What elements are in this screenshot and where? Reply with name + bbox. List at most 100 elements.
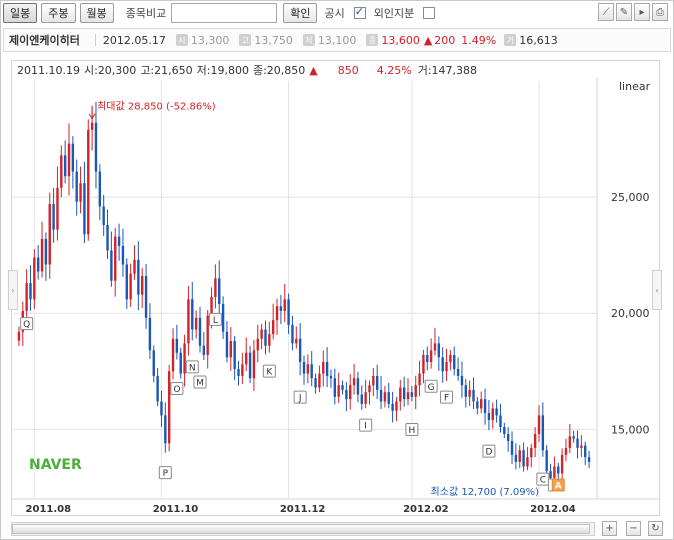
candle <box>156 367 159 406</box>
disclosure-marker-q[interactable]: Q <box>20 317 34 331</box>
candle <box>175 324 179 360</box>
ohlc-readout: 2011.10.19 시: 20,300 고: 21,650 저: 19,800 종:… <box>11 63 597 78</box>
candle <box>499 403 502 433</box>
disclosure-marker-n[interactable]: N <box>185 360 199 374</box>
candle-body <box>375 375 379 390</box>
candle <box>44 232 48 281</box>
ohlc-change: 850 <box>337 63 359 77</box>
disclosure-marker-d[interactable]: D <box>482 444 496 458</box>
candle <box>117 223 121 261</box>
zoom-in-icon[interactable]: + <box>602 521 617 536</box>
candle <box>437 336 441 371</box>
marker-box <box>158 466 172 480</box>
foreign-ownership-checkbox[interactable] <box>423 7 436 19</box>
disclosure-marker-h[interactable]: H <box>405 422 419 436</box>
ohlc-open: 20,300 <box>97 63 137 77</box>
candle-body <box>325 361 329 376</box>
compare-input[interactable] <box>171 3 278 23</box>
candle-body <box>36 257 40 272</box>
candle-body <box>449 355 452 362</box>
disclosure-marker-o[interactable]: O <box>170 381 184 395</box>
disclosure-marker-a[interactable]: A <box>551 478 565 492</box>
candle-body <box>414 385 417 397</box>
disclosure-marker-k[interactable]: K <box>262 364 276 378</box>
candle-body <box>480 399 483 409</box>
candle-body <box>179 352 182 374</box>
print-icon[interactable]: ⎙ <box>652 3 668 21</box>
candle-body <box>368 385 371 393</box>
ohlc-volume-label: 거: <box>417 64 432 77</box>
candle <box>17 326 21 346</box>
disclosure-marker-f[interactable]: F <box>440 390 454 404</box>
chart-scrollbar[interactable] <box>11 522 595 536</box>
y-tick-label: 20,000 <box>611 307 650 320</box>
pointer-tool-icon[interactable]: ▸ <box>634 3 650 21</box>
chart-area[interactable] <box>11 60 660 516</box>
candle-body <box>171 338 175 372</box>
low-badge: 저 <box>302 34 315 46</box>
scrollbar-thumb[interactable] <box>12 524 590 534</box>
disclosure-marker-g[interactable]: G <box>424 379 438 393</box>
candle <box>83 161 86 243</box>
disclosure-marker-l[interactable]: L <box>208 312 222 326</box>
candle <box>110 231 113 287</box>
disclosure-marker-p[interactable]: P <box>158 466 172 480</box>
candle <box>526 446 529 471</box>
week-candle-button[interactable]: 주봉 <box>41 3 76 23</box>
ohlc-low-label: 저: <box>196 64 211 77</box>
disclosure-checkbox[interactable] <box>353 5 366 19</box>
close-price: 13,600 <box>381 33 420 47</box>
chart-axes: 15,000 20,000 25,000 2011.08 2011.10 2011.12 2… <box>11 77 660 515</box>
candle-body <box>245 352 248 365</box>
candle <box>260 324 263 350</box>
candle-body <box>468 389 471 397</box>
candle-body <box>225 331 229 358</box>
marker-box <box>262 364 276 378</box>
marker-box <box>170 381 184 395</box>
ohlc-volume: 147,388 <box>431 63 478 77</box>
candle-body <box>557 466 560 474</box>
day-candle-button[interactable]: 일봉 <box>3 3 38 23</box>
candle <box>48 192 51 279</box>
candle-body <box>445 361 448 372</box>
candle-body <box>564 447 568 455</box>
candle-body <box>526 457 529 467</box>
candle-body <box>187 299 190 344</box>
zoom-out-icon[interactable]: − <box>626 521 641 536</box>
candle <box>256 324 259 363</box>
confirm-button[interactable]: 확인 <box>283 3 318 23</box>
candle-body <box>237 368 240 376</box>
disclosure-marker-j[interactable]: J <box>293 390 307 404</box>
candle-body <box>75 171 78 202</box>
candle-body <box>487 413 491 421</box>
candle <box>36 245 40 280</box>
close-badge: 종 <box>366 34 379 46</box>
month-candle-button[interactable]: 월봉 <box>79 3 114 23</box>
candle-body <box>298 338 302 362</box>
candle <box>67 123 71 196</box>
disclosure-marker-m[interactable]: M <box>193 375 207 389</box>
candle-body <box>125 264 128 300</box>
candle <box>414 375 417 410</box>
candle <box>318 365 321 393</box>
left-panel-toggle-icon[interactable]: › <box>8 270 18 310</box>
draw-tool-icon[interactable]: ✎ <box>616 3 632 21</box>
change-up-icon: ▲ <box>423 33 433 47</box>
candle-body <box>79 183 82 202</box>
candle <box>356 371 360 403</box>
candlestick-chart[interactable]: QPONMLKJIHGFDCBA 15,00020,00025,0002011.… <box>11 77 660 516</box>
marker-box <box>208 312 222 326</box>
refresh-icon[interactable]: ↻ <box>648 521 663 536</box>
candle-body <box>587 457 591 462</box>
candle-body <box>337 385 340 397</box>
ohlc-open-label: 시: <box>83 64 98 77</box>
disclosure-marker-c[interactable]: C <box>536 472 550 486</box>
toolbar: 일봉 주봉 월봉 종목비교 확인 공시 외인지분 ⟋ ✎ ▸ ⎙ <box>0 0 672 26</box>
right-panel-toggle-icon[interactable]: ‹ <box>652 270 662 310</box>
candle-body <box>318 373 321 388</box>
trendline-tool-icon[interactable]: ⟋ <box>598 3 614 21</box>
candle-body <box>133 259 136 274</box>
disclosure-marker-i[interactable]: I <box>359 418 373 432</box>
marker-box <box>185 360 199 374</box>
candle <box>133 245 136 280</box>
